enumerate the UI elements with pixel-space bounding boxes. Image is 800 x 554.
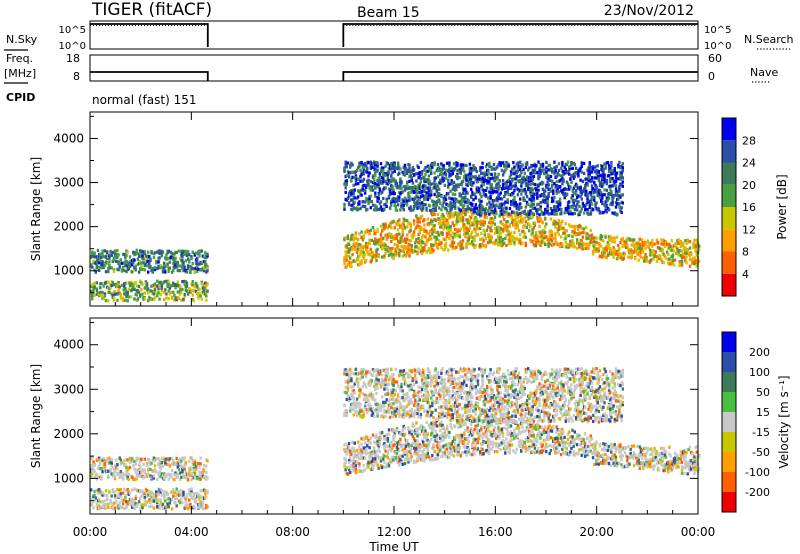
freq-tick-bottom: 8: [73, 70, 80, 83]
colorbar-tick-label: 28: [742, 134, 756, 147]
y-tick-label: 4000: [53, 338, 84, 352]
x-tick-label: 00:00: [681, 525, 716, 539]
cpid-value: normal (fast) 151: [92, 93, 196, 107]
colorbar-segment: [722, 140, 736, 163]
freq-tick-top: 18: [66, 52, 80, 65]
y-tick-label: 1000: [53, 471, 84, 485]
x-axis-label: Time UT: [368, 540, 419, 554]
power-scatter-cells: [90, 160, 701, 303]
colorbar-tick-label: 8: [742, 246, 749, 259]
colorbar-segment: [722, 372, 736, 392]
y-tick-label: 3000: [53, 176, 84, 190]
colorbar-frame: [721, 331, 737, 513]
colorbar-segment: [722, 492, 736, 512]
nsearch-tick-top: 10^5: [704, 25, 731, 36]
freq-unit: [MHz]: [4, 67, 36, 80]
nsky-tick-bottom: 10^0: [59, 41, 86, 52]
y-tick-label: 2000: [53, 220, 84, 234]
nsky-tick-top: 10^5: [59, 25, 86, 36]
nsearch-label: N.Search: [744, 33, 794, 46]
nsky-strip-frame: [89, 20, 699, 50]
nsky-label: N.Sky: [6, 33, 38, 46]
radar-title: TIGER (fitACF): [91, 0, 212, 20]
power-panel: [89, 111, 737, 307]
x-tick-label: 16:00: [478, 525, 513, 539]
colorbar-tick-label: 15: [756, 406, 770, 419]
colorbar-label: Power [dB]: [775, 174, 789, 239]
y-tick-label: 4000: [53, 131, 84, 145]
date-label: 23/Nov/2012: [604, 3, 694, 19]
nave-tick-bottom: 0: [708, 70, 715, 83]
freq-label: Freq.: [6, 52, 33, 65]
velocity-panel: [89, 317, 737, 515]
colorbar-label: Velocity [m s⁻¹]: [777, 375, 791, 468]
x-tick-label: 04:00: [174, 525, 209, 539]
colorbar-tick-label: 100: [749, 366, 770, 379]
x-tick-label: 12:00: [377, 525, 412, 539]
beam-label: Beam 15: [357, 5, 420, 21]
colorbar-segment: [722, 432, 736, 452]
nave-label: Nave: [750, 66, 778, 79]
colorbar-tick-label: -100: [745, 466, 770, 479]
colorbar-frame: [721, 117, 737, 297]
colorbar-tick-label: 16: [742, 201, 756, 214]
x-tick-label: 08:00: [275, 525, 310, 539]
colorbar-segment: [722, 229, 736, 252]
colorbar-tick-label: 200: [749, 346, 770, 359]
y-tick-label: 2000: [53, 427, 84, 441]
colorbar-segment: [722, 332, 736, 352]
y-tick-label: 3000: [53, 382, 84, 396]
cpid-label: CPID: [6, 91, 35, 104]
nsky-trace: [90, 23, 698, 47]
nave-tick-top: 60: [708, 52, 722, 65]
colorbar-segment: [722, 251, 736, 274]
freq-strip-frame: [89, 54, 699, 82]
x-tick-label: 20:00: [579, 525, 614, 539]
colorbar-segment: [722, 207, 736, 230]
colorbar-segment: [722, 392, 736, 412]
colorbar-tick-label: -200: [745, 486, 770, 499]
x-tick-label: 00:00: [73, 525, 108, 539]
colorbar-segment: [722, 162, 736, 185]
colorbar-segment: [722, 118, 736, 141]
freq-trace: [90, 71, 698, 81]
nsearch-tick-bottom: 10^0: [704, 41, 731, 52]
colorbar-tick-label: -15: [752, 426, 770, 439]
colorbar-tick-label: 24: [742, 157, 756, 170]
colorbar-tick-label: -50: [752, 446, 770, 459]
colorbar-segment: [722, 472, 736, 492]
y-tick-label: 1000: [53, 264, 84, 278]
colorbar-segment: [722, 273, 736, 296]
colorbar-segment: [722, 412, 736, 432]
y-axis-label: Slant Range [km]: [29, 157, 43, 261]
colorbar-tick-label: 20: [742, 179, 756, 192]
colorbar-tick-label: 4: [742, 268, 749, 281]
colorbar-tick-label: 50: [756, 386, 770, 399]
colorbar-segment: [722, 184, 736, 207]
colorbar-tick-label: 12: [742, 223, 756, 236]
colorbar-segment: [722, 352, 736, 372]
velocity-scatter-cells: [90, 367, 701, 511]
colorbar-segment: [722, 452, 736, 472]
y-axis-label: Slant Range [km]: [29, 364, 43, 468]
